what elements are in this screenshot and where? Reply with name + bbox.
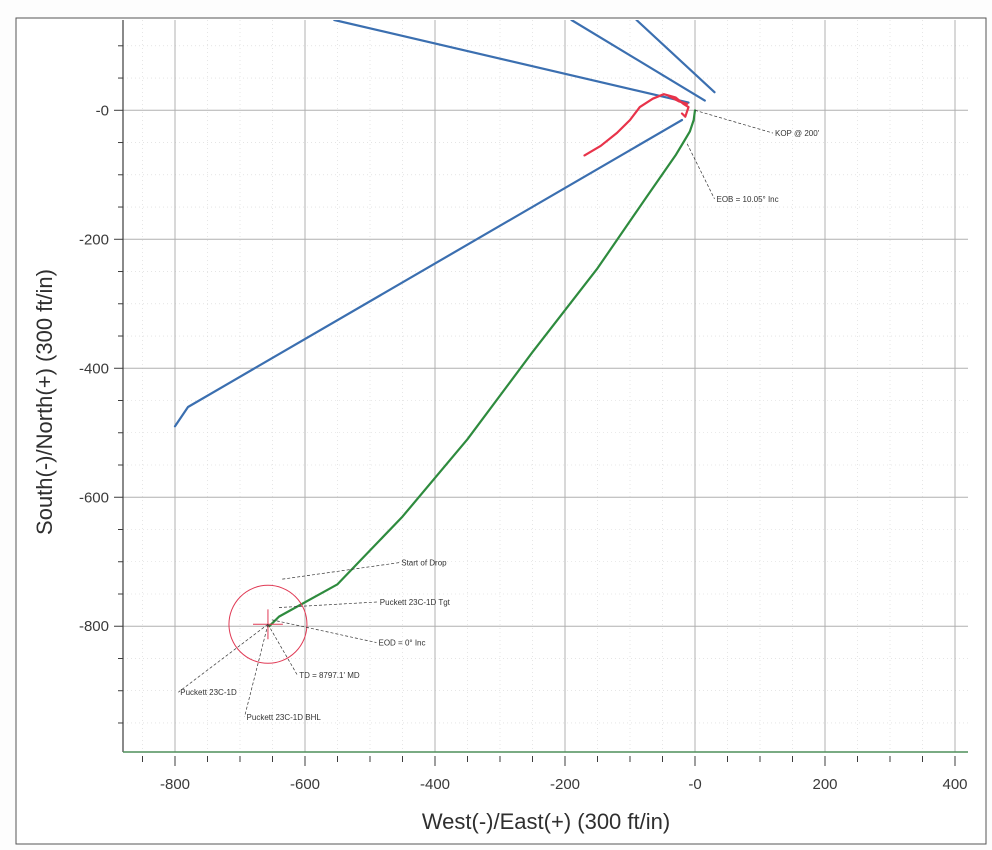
x-tick-label: 200 <box>812 776 837 793</box>
x-tick-label: -200 <box>550 776 580 793</box>
y-axis-title: South(-)/North(+) (300 ft/in) <box>32 269 57 535</box>
annotation-label-2: Start of Drop <box>401 559 447 568</box>
x-tick-label: -0 <box>688 776 701 793</box>
tick-labels: -800 -600 -400 -200 -0 200 400 -0 -200 -400 -600 -8… <box>79 102 968 793</box>
series-line-6 <box>667 94 689 105</box>
series-line-5 <box>583 93 690 157</box>
annotation-leader-6 <box>178 624 269 693</box>
annotation-leader-3 <box>278 601 378 608</box>
annotation-leader-1 <box>686 143 715 200</box>
annotation-label-7: Puckett 23C-1D BHL <box>247 713 322 722</box>
annotation-label-4: EOD = 0° Inc <box>379 639 426 648</box>
x-tick-label: 400 <box>942 776 967 793</box>
y-tick-label: -600 <box>79 489 109 506</box>
series-line-2 <box>333 20 690 104</box>
x-tick-label: -800 <box>160 776 190 793</box>
target-circle <box>228 584 308 664</box>
x-tick-label: -600 <box>290 776 320 793</box>
y-tick-label: -0 <box>96 102 109 119</box>
annotation-leader-7 <box>244 624 269 717</box>
y-tick-label: -800 <box>79 618 109 635</box>
axes <box>114 20 968 766</box>
annotation-label-0: KOP @ 200' <box>775 129 820 138</box>
annotation-leader-4 <box>271 619 377 643</box>
series-line-4 <box>635 20 716 94</box>
series-line-0 <box>268 109 697 628</box>
annotation-label-5: TD = 8797.1' MD <box>299 671 360 680</box>
annotation-label-3: Puckett 23C-1D Tgt <box>380 598 451 607</box>
series-line-1 <box>173 118 684 428</box>
annotation-label-6: Puckett 23C-1D <box>180 688 237 697</box>
annotations: KOP @ 200' EOB = 10.05° Inc Start of Drop P… <box>178 109 820 722</box>
x-tick-label: -400 <box>420 776 450 793</box>
annotation-label-1: EOB = 10.05° Inc <box>717 195 779 204</box>
y-tick-label: -400 <box>79 360 109 377</box>
x-axis-title: West(-)/East(+) (300 ft/in) <box>422 809 670 834</box>
series-line-3 <box>570 20 706 102</box>
y-tick-label: -200 <box>79 231 109 248</box>
data-series <box>173 20 716 628</box>
annotation-leader-0 <box>694 109 774 134</box>
grid-lines <box>123 20 968 752</box>
chart-frame <box>15 17 987 845</box>
